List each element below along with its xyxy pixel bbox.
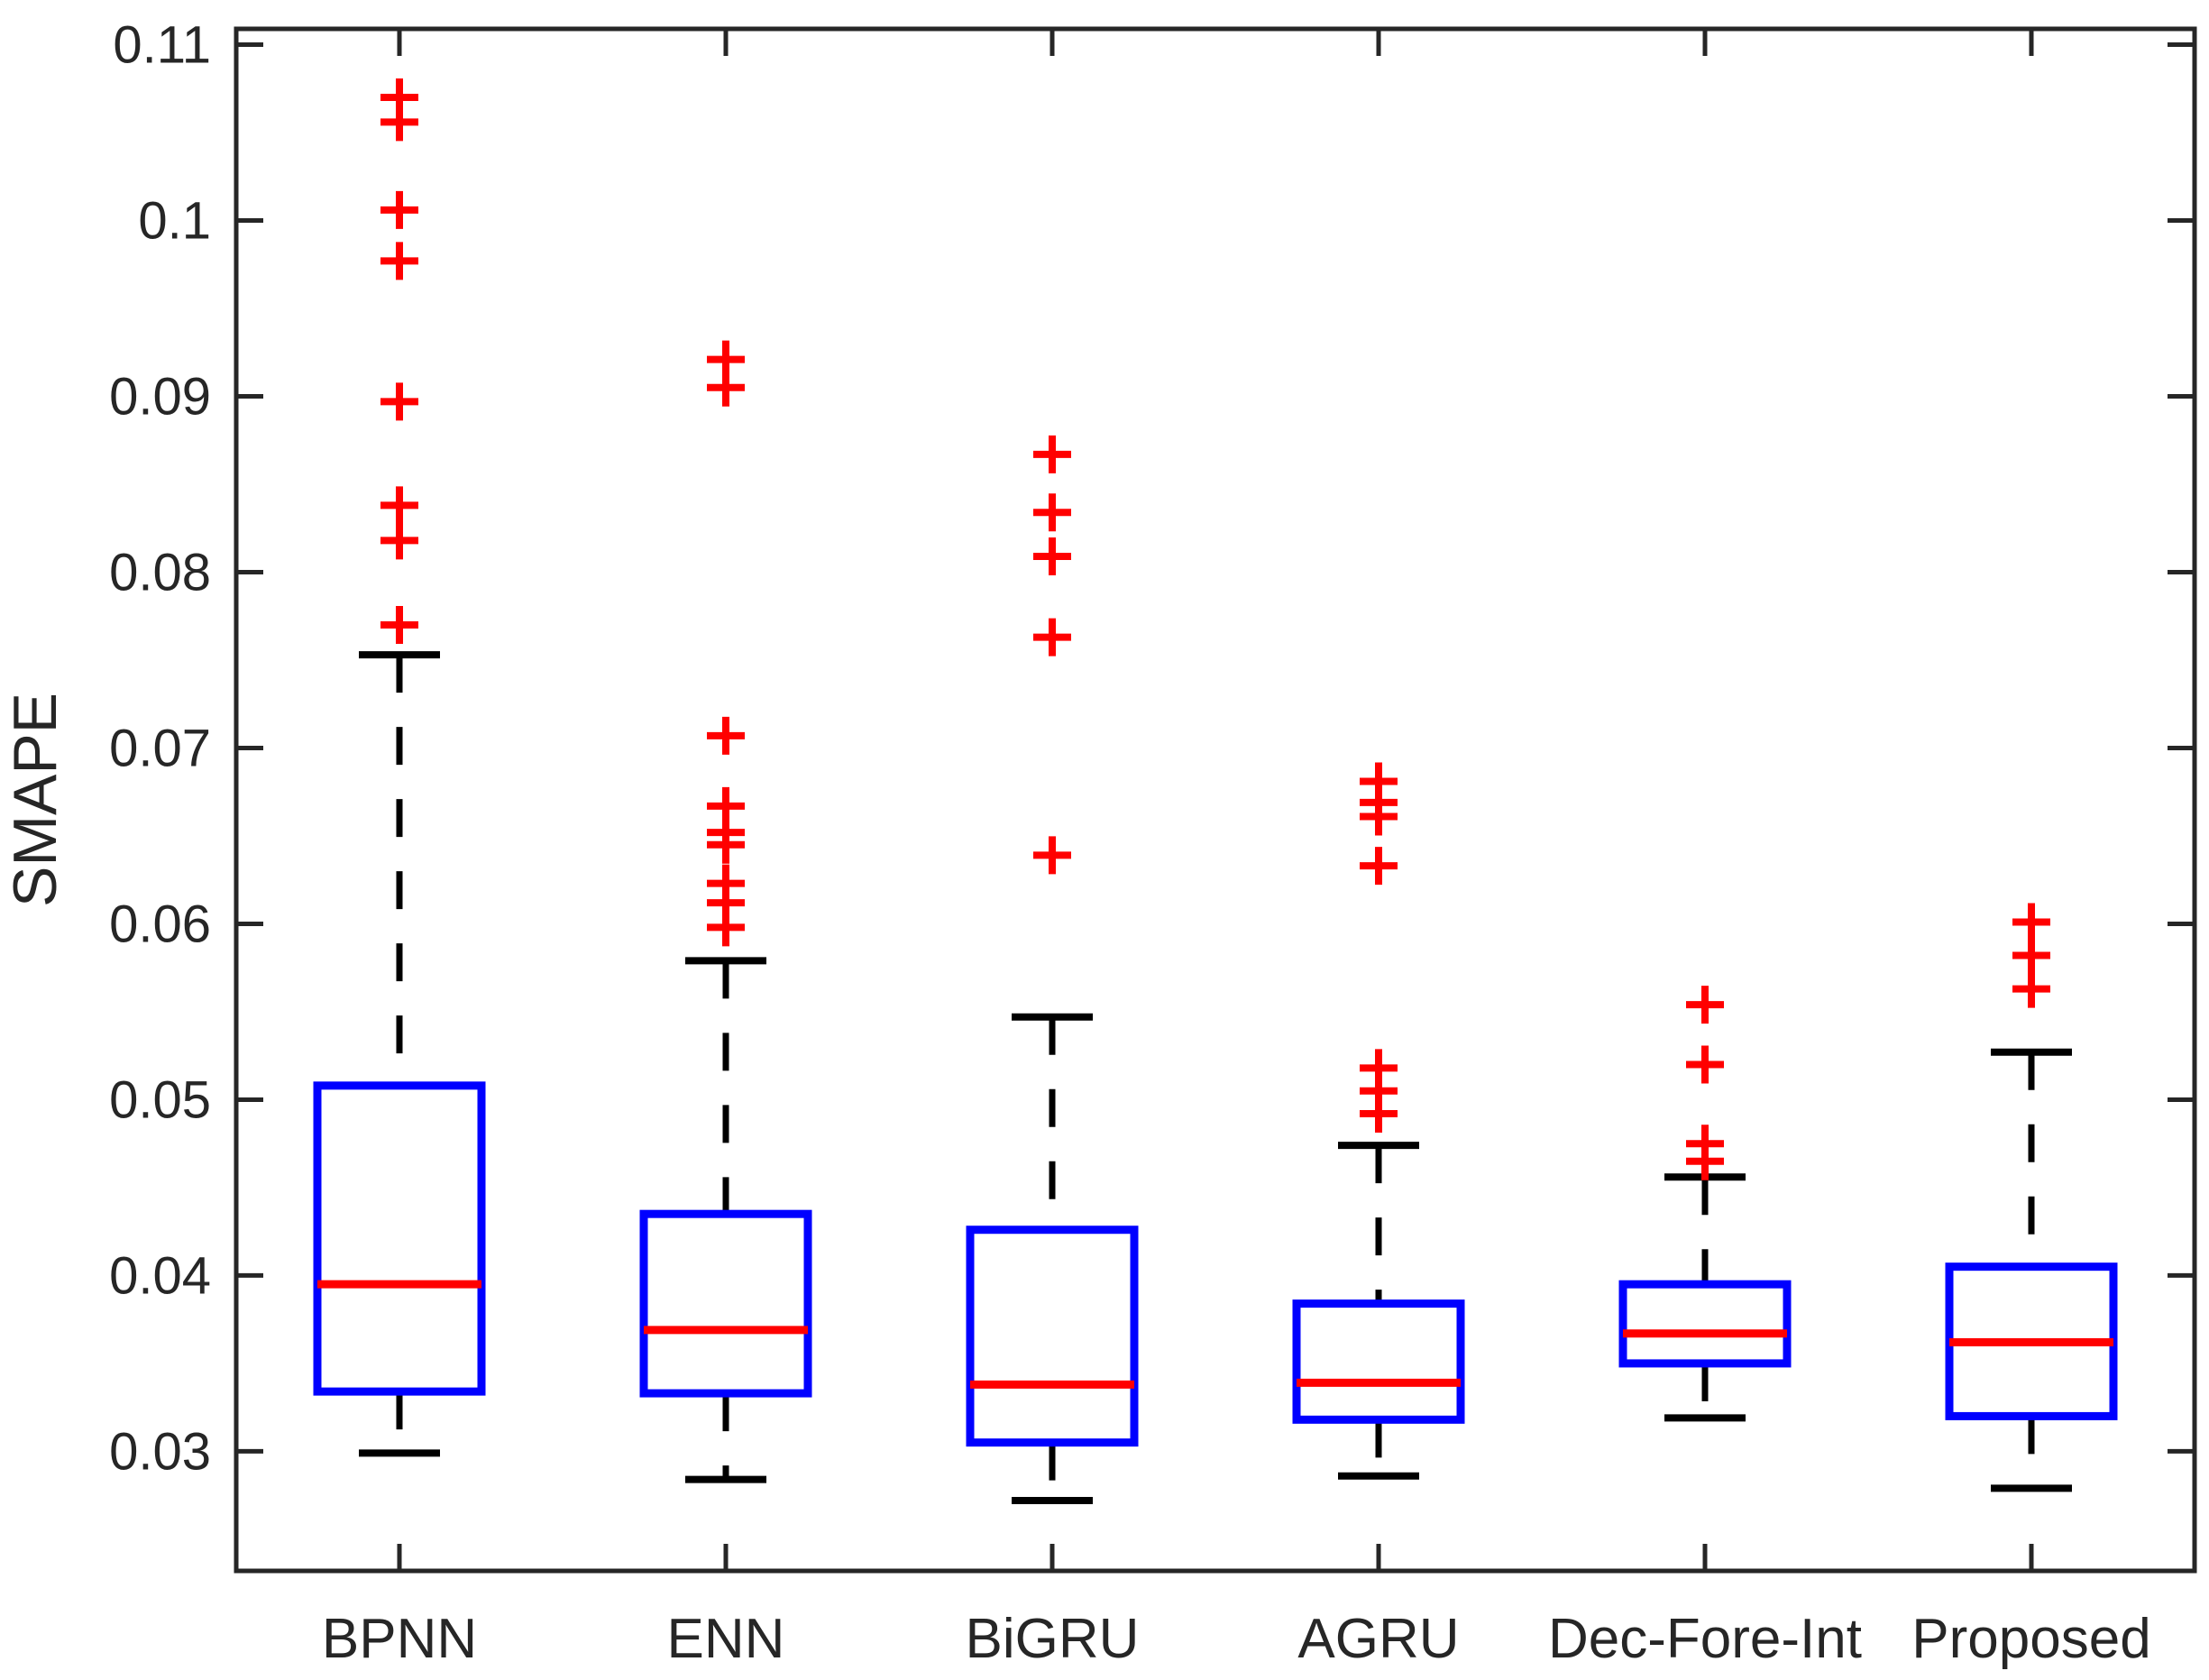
x-axis-category-label: BiGRU <box>966 1608 1140 1670</box>
x-axis-category-label: Proposed <box>1911 1608 2150 1670</box>
x-axis-category-label: AGRU <box>1297 1608 1459 1670</box>
iqr-box-Dec-Fore-Int <box>1618 1280 1792 1368</box>
iqr-box-ENN <box>639 1209 812 1398</box>
x-axis-category-label: BPNN <box>322 1608 477 1670</box>
plot-frame <box>234 26 2197 1574</box>
y-axis-tick-label: 0.11 <box>113 16 211 75</box>
y-axis-tick-label: 0.06 <box>109 895 211 953</box>
y-axis-tick-label: 0.08 <box>109 543 211 601</box>
iqr-box-BPNN <box>313 1081 486 1396</box>
y-axis-tick-label: 0.04 <box>109 1246 211 1305</box>
x-axis-category-label: ENN <box>667 1608 785 1670</box>
y-axis-tick-label: 0.05 <box>109 1070 211 1129</box>
y-axis-title: SMAPE <box>1 693 69 907</box>
y-axis-tick-label: 0.07 <box>109 719 211 777</box>
y-axis-tick-label: 0.1 <box>138 192 211 251</box>
y-axis-tick-label: 0.09 <box>109 368 211 427</box>
x-axis-category-label: Dec-Fore-Int <box>1548 1608 1862 1670</box>
iqr-box-BiGRU <box>966 1226 1139 1447</box>
y-axis-tick-label: 0.03 <box>109 1422 211 1481</box>
iqr-box-AGRU <box>1292 1299 1465 1424</box>
